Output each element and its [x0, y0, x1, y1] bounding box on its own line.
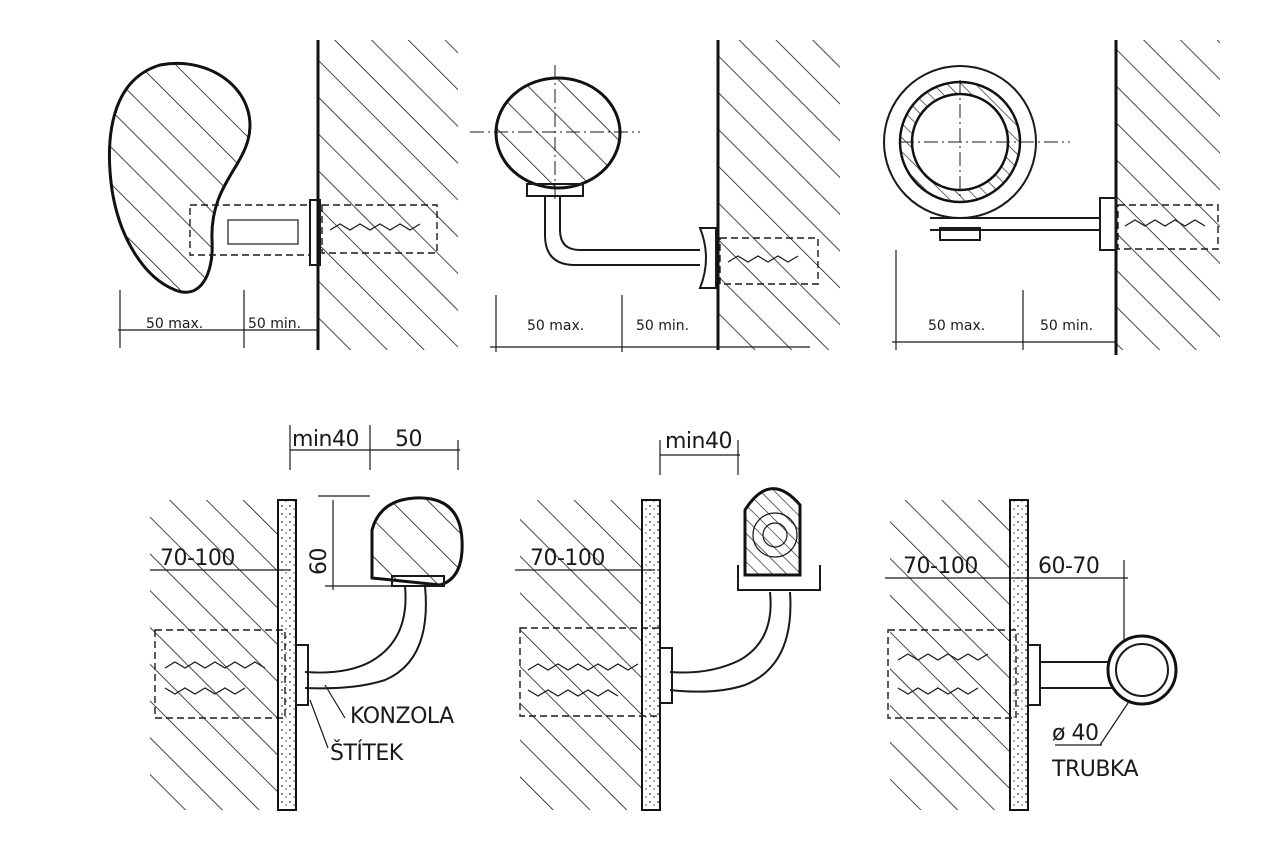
dim-label-max: 50 max. — [527, 318, 584, 334]
handrail-profile-round — [494, 76, 622, 190]
anchor-dowel — [719, 237, 819, 285]
dim-label-offset: 50 — [395, 427, 422, 452]
plaster-layer — [1009, 499, 1029, 811]
anchor-dowel — [887, 629, 1017, 719]
label-tube: TRUBKA — [1051, 757, 1138, 782]
dim-label-height: 60 — [307, 548, 332, 575]
plaster-layer — [641, 499, 661, 811]
wall-hatch — [1116, 40, 1220, 350]
wood-grain — [752, 512, 798, 558]
handrail-profile-mushroom — [370, 496, 464, 587]
bottom-panel-2: min40 70-100 — [515, 429, 821, 811]
anchor-dowel — [154, 629, 286, 719]
bracket-nut — [939, 227, 981, 241]
anchor-thread — [329, 223, 421, 231]
wall-hatch — [150, 500, 278, 810]
anchor-thread — [527, 663, 639, 697]
saddle — [526, 183, 584, 197]
dim-label-min40: min40 — [665, 429, 732, 454]
wall-plate — [295, 644, 309, 706]
dim-label-depth: 70-100 — [530, 546, 605, 571]
wall-hatch — [718, 40, 840, 350]
top-panel-3: 50 max. 50 min. — [883, 40, 1220, 355]
bent-bracket — [669, 591, 792, 693]
label-stitek: ŠTÍTEK — [330, 740, 404, 766]
bottom-panel-1: min40 50 60 70-100 KONZOLA ŠTÍTEK — [150, 425, 464, 811]
wall-hatch — [520, 500, 642, 810]
dim-label-min: 50 min. — [1040, 318, 1093, 334]
wood-grain — [762, 522, 788, 548]
channel-saddle — [737, 565, 821, 591]
plaster-layer — [277, 499, 297, 811]
tube-inner — [1115, 643, 1169, 697]
dim-label-max: 50 max. — [928, 318, 985, 334]
anchor-dowel — [321, 204, 438, 254]
wall-plate — [309, 199, 321, 266]
anchor-thread — [897, 653, 989, 695]
wall-rosette — [698, 227, 717, 289]
dim-label-max: 50 max. — [146, 316, 203, 332]
handrail-profile-organic — [107, 62, 252, 294]
dim-label-offset: 60-70 — [1038, 554, 1099, 579]
dim-label-min: 50 min. — [636, 318, 689, 334]
anchor-dowel — [519, 627, 661, 717]
wall-plate — [1027, 644, 1041, 706]
anchor-thread — [164, 661, 266, 695]
anchor-dowel — [1117, 204, 1219, 250]
anchor-thread — [727, 255, 799, 263]
wall-hatch — [318, 40, 458, 350]
top-panel-1: 50 max. 50 min. — [107, 40, 458, 350]
dim-label-diameter: ø 40 — [1052, 721, 1098, 746]
bent-bracket — [304, 585, 427, 690]
dim-label-depth: 70-100 — [903, 554, 978, 579]
wall-plate — [1099, 197, 1117, 251]
label-konzola: KONZOLA — [350, 704, 454, 729]
bolt-head — [227, 219, 299, 245]
leader-konzola — [324, 684, 346, 719]
bottom-panel-3: 70-100 60-70 ø 40 TRUBKA — [885, 499, 1178, 811]
straight-bracket — [1040, 661, 1120, 689]
straight-bracket — [930, 217, 1100, 231]
wall-plate — [659, 647, 673, 704]
dim-label-min: 50 min. — [248, 316, 301, 332]
saddle — [391, 575, 445, 587]
anchor-thread — [1124, 219, 1206, 227]
top-panel-2: 50 max. 50 min. — [470, 40, 840, 352]
leader-tube — [1099, 699, 1131, 746]
leader-stitek — [309, 699, 329, 749]
bent-bracket — [544, 196, 700, 266]
dim-label-depth: 70-100 — [160, 546, 235, 571]
tube-outer — [1106, 634, 1178, 706]
dim-label-min40: min40 — [292, 427, 359, 452]
